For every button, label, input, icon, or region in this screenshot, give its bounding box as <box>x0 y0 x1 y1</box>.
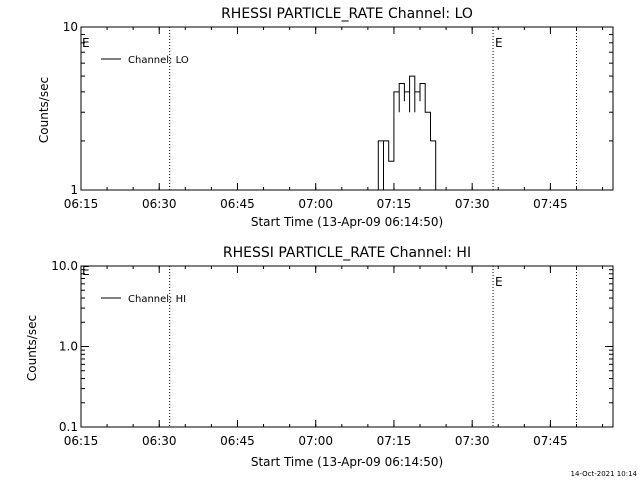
y-tick-label: 1.0 <box>59 340 78 354</box>
x-tick-label: 07:30 <box>455 434 490 448</box>
y-axis-label: Counts/sec <box>25 315 39 381</box>
chart-title: RHESSI PARTICLE_RATE Channel: HI <box>223 245 471 261</box>
legend-label: Channel: HI <box>128 294 186 305</box>
plot-frame <box>80 26 614 191</box>
event-line-label: E <box>495 36 503 50</box>
timestamp: 14-Oct-2021 10:14 <box>571 470 638 478</box>
x-tick-label: 06:30 <box>142 197 177 211</box>
x-tick-label: 07:30 <box>455 197 490 211</box>
x-tick-label: 06:15 <box>64 197 99 211</box>
plot-area-lo: 06:15 06:30 06:45 07:00 07:15 07:30 07:45 1 10 E <box>63 20 614 211</box>
x-tick-label: 07:00 <box>298 197 333 211</box>
x-tick-label: 07:45 <box>533 197 568 211</box>
x-tick-label: 07:15 <box>377 434 412 448</box>
chart-lo: RHESSI PARTICLE_RATE Channel: LO Counts/… <box>37 6 614 229</box>
chart-title: RHESSI PARTICLE_RATE Channel: LO <box>221 6 473 22</box>
plot-frame <box>80 265 614 428</box>
series-line <box>377 75 441 191</box>
x-tick-label: 06:15 <box>64 434 99 448</box>
plot-area-hi: 06:15 06:30 06:45 07:00 07:15 07:30 07:45 0.1 1.… <box>51 259 614 448</box>
x-tick-label: 06:45 <box>220 434 255 448</box>
left-e-marker: E <box>82 264 90 278</box>
y-tick-label: 1 <box>70 183 78 197</box>
y-axis-label: Counts/sec <box>37 77 51 143</box>
y-tick-label: 0.1 <box>59 420 78 434</box>
y-tick-label: 10 <box>63 20 78 34</box>
x-tick-label: 07:00 <box>298 434 333 448</box>
x-tick-label: 07:15 <box>377 197 412 211</box>
event-line-label: E <box>495 275 503 289</box>
chart-hi: RHESSI PARTICLE_RATE Channel: HI Counts/… <box>25 245 614 469</box>
x-tick-label: 06:30 <box>142 434 177 448</box>
legend-label: Channel: LO <box>128 55 189 66</box>
x-tick-label: 06:45 <box>220 197 255 211</box>
x-tick-label: 07:45 <box>533 434 568 448</box>
y-tick-label: 10.0 <box>51 259 78 273</box>
x-axis-label: Start Time (13-Apr-09 06:14:50) <box>251 455 443 469</box>
x-axis-label: Start Time (13-Apr-09 06:14:50) <box>251 215 443 229</box>
left-e-marker: E <box>82 36 90 50</box>
